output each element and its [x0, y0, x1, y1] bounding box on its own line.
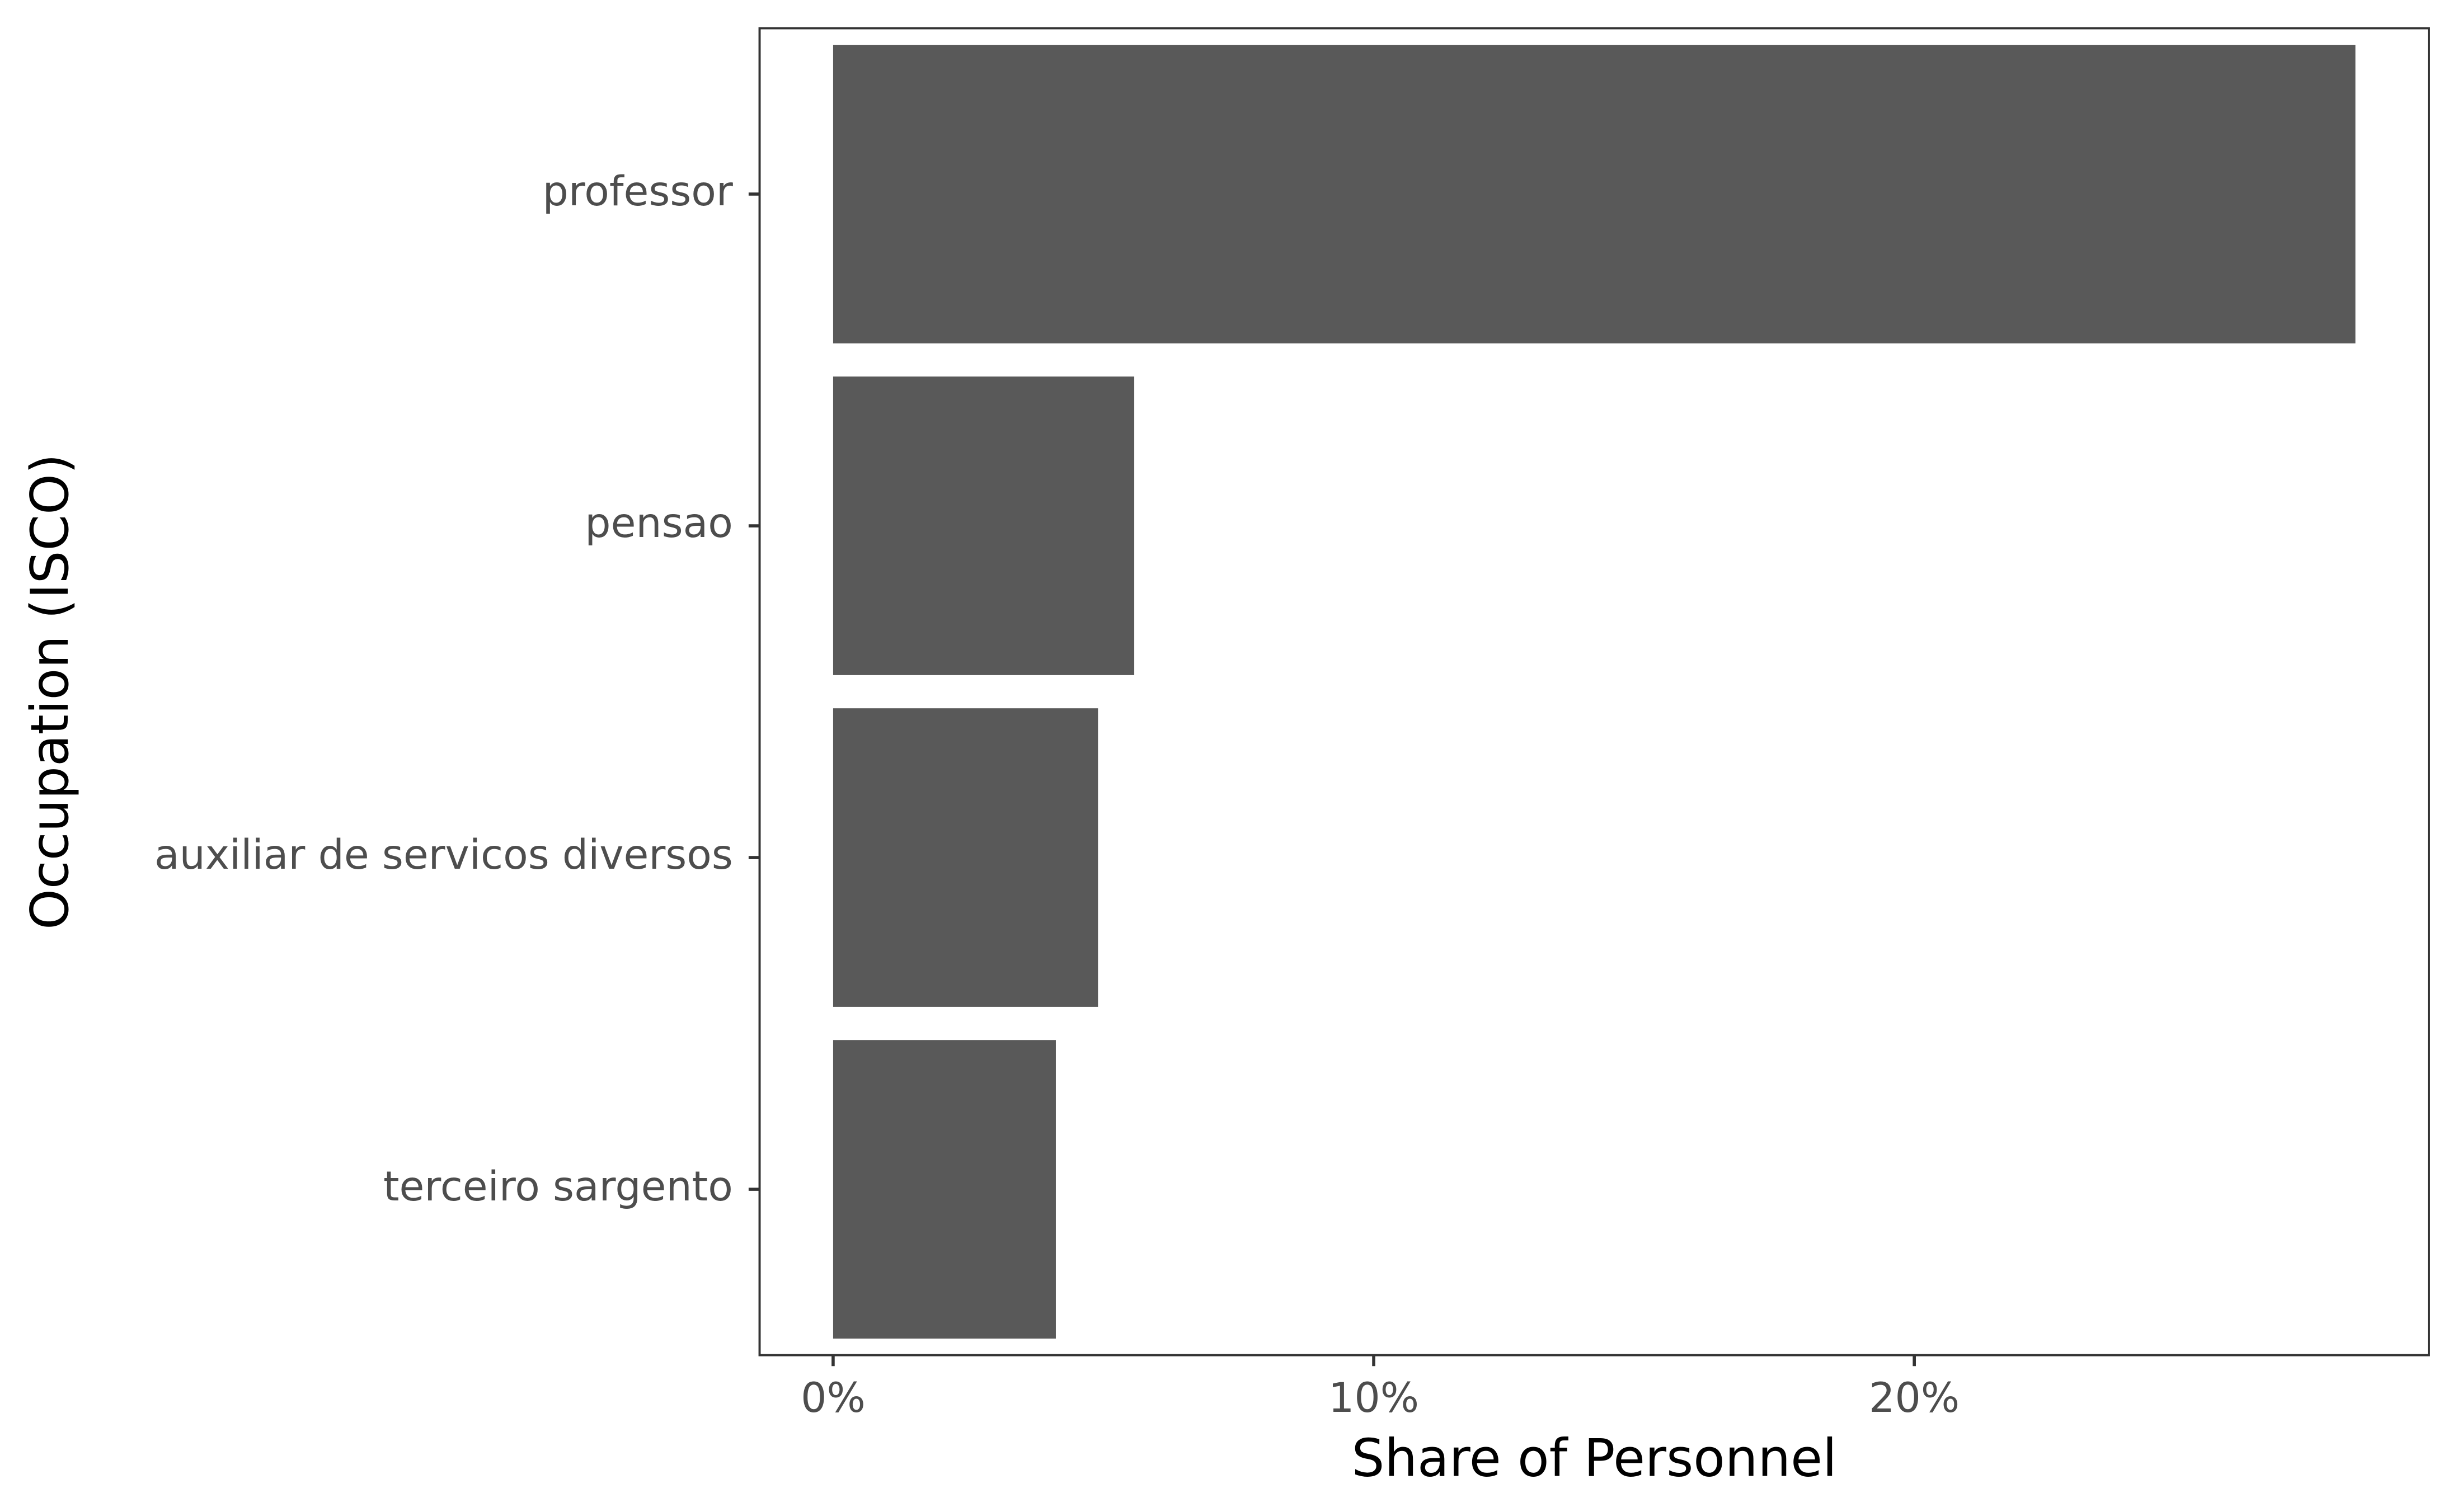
y-tick-label: professor [543, 168, 733, 215]
x-tick-label: 0% [801, 1374, 866, 1422]
x-tick-label: 20% [1869, 1374, 1960, 1422]
y-tick-label: auxiliar de servicos diversos [154, 831, 733, 879]
bar [833, 45, 2356, 343]
y-axis-title: Occupation (ISCO) [20, 454, 80, 930]
y-tick-label: pensao [585, 500, 733, 547]
y-tick-label: terceiro sargento [383, 1163, 733, 1210]
bar [833, 708, 1098, 1007]
panel-border [758, 27, 2430, 1356]
bar [833, 1040, 1056, 1339]
bar [833, 376, 1135, 675]
x-axis-title: Share of Personnel [1352, 1428, 1837, 1489]
x-tick-label: 10% [1328, 1374, 1419, 1422]
